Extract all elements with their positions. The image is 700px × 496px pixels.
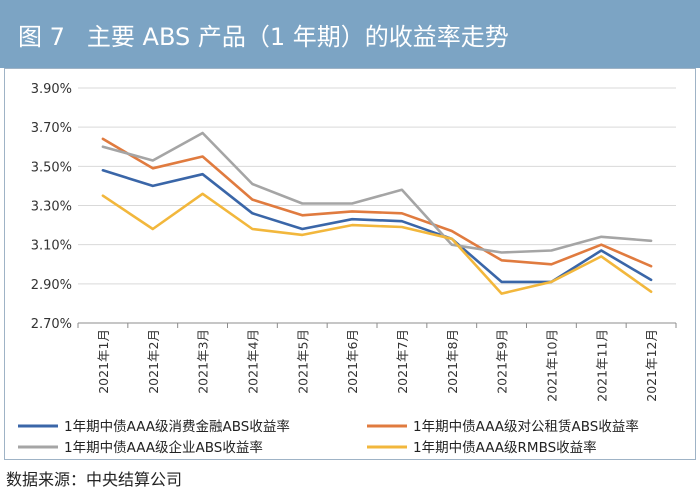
series-line xyxy=(101,137,653,268)
x-tick-label: 2021年6月 xyxy=(345,329,360,394)
x-tick-label: 2021年3月 xyxy=(196,329,211,394)
x-tick-label: 2021年8月 xyxy=(445,329,460,394)
x-tick-label: 2021年1月 xyxy=(96,329,111,394)
legend-label: 1年期中债AAA级RMBS收益率 xyxy=(413,439,597,456)
line-chart: 3.90% 3.70% 3.50% 3.30% 3.10% 2.90% 2.70% 2021年… xyxy=(18,82,677,456)
x-tick-label: 2021年9月 xyxy=(495,329,510,394)
figure-title: 主要 ABS 产品（1 年期）的收益率走势 xyxy=(86,22,509,51)
x-tick-label: 2021年12月 xyxy=(644,329,659,402)
x-tick-label: 2021年10月 xyxy=(544,329,559,402)
y-tick-label: 3.30% xyxy=(31,200,72,215)
y-tick-label: 3.10% xyxy=(31,239,72,254)
legend-label: 1年期中债AAA级企业ABS收益率 xyxy=(64,439,263,456)
y-tick-label: 3.50% xyxy=(31,160,72,175)
x-tick-label: 2021年7月 xyxy=(395,329,410,394)
legend-label: 1年期中债AAA级消费金融ABS收益率 xyxy=(64,418,290,435)
x-tick-label: 2021年11月 xyxy=(594,329,609,402)
y-tick-label: 2.90% xyxy=(31,278,72,293)
figure-number: 图 7 xyxy=(18,22,65,51)
figure-title-bar: 图 7 主要 ABS 产品（1 年期）的收益率走势 xyxy=(0,0,700,68)
series-line xyxy=(101,192,653,295)
y-tick-label: 2.70% xyxy=(31,317,72,332)
legend-label: 1年期中债AAA级对公租赁ABS收益率 xyxy=(413,418,639,435)
y-tick-label: 3.70% xyxy=(31,121,72,136)
x-tick-label: 2021年5月 xyxy=(295,329,310,394)
x-tick-label: 2021年4月 xyxy=(245,329,260,394)
y-tick-label: 3.90% xyxy=(31,82,72,97)
data-source: 数据来源：中央结算公司 xyxy=(6,470,183,489)
series-line xyxy=(101,131,653,254)
x-tick-label: 2021年2月 xyxy=(146,329,161,394)
